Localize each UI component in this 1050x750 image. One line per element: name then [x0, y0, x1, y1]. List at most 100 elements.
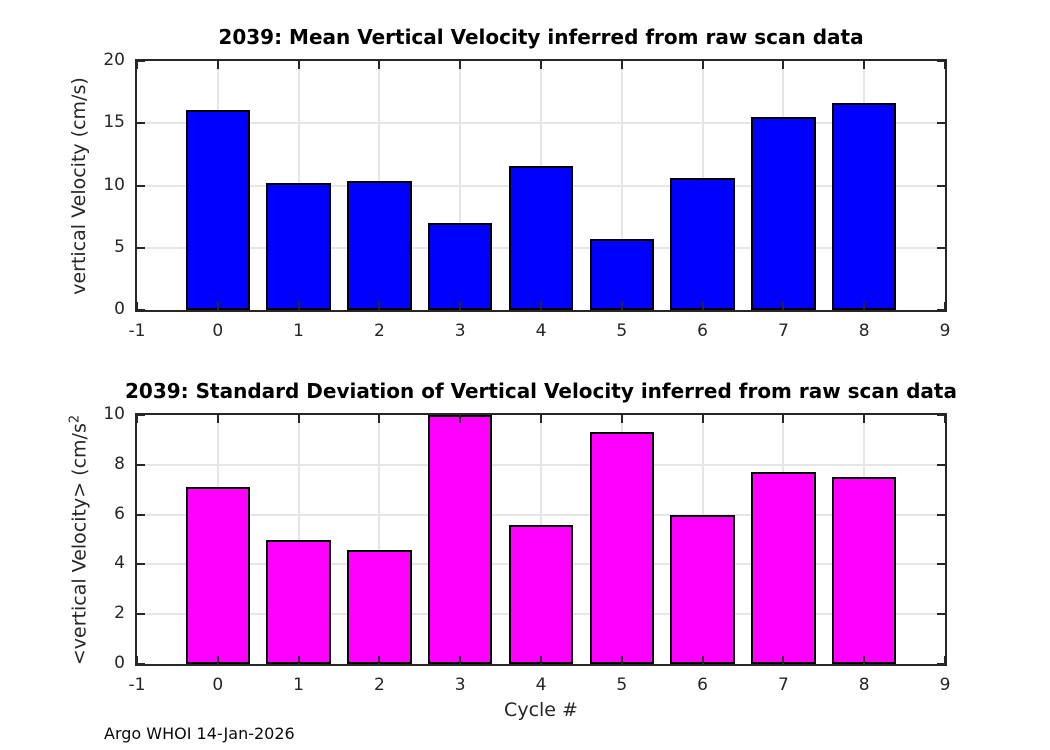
tickmark-y-left-2: [137, 613, 145, 616]
tickmark-x-bottom-0: [216, 302, 219, 310]
x-tick-label-6: 6: [697, 321, 709, 341]
tickmark-x-top-3: [459, 415, 462, 423]
tickmark-y-right-6: [937, 513, 945, 516]
y-tick-label-0: 0: [114, 653, 125, 673]
bar-cycle-1: [266, 183, 331, 310]
y-tick-label-20: 20: [103, 50, 125, 70]
bar-cycle-0: [185, 109, 251, 310]
tickmark-x-top-8: [863, 61, 866, 69]
y-tick-label-2: 2: [114, 603, 125, 624]
tickmark-y-left-10: [137, 415, 145, 416]
x-tick-label-9: 9: [939, 675, 951, 695]
x-axis-label: Cycle #: [504, 699, 578, 721]
gridline-y-6: [137, 513, 945, 516]
x-tick-label-5: 5: [616, 321, 628, 341]
bar-cycle-5: [589, 239, 655, 310]
bar-cycle-6: [670, 514, 735, 664]
tickmark-y-right-20: [937, 61, 945, 62]
tickmark-x-bottom-3: [459, 656, 462, 664]
tickmark-x-top-1: [297, 61, 300, 69]
x-tick-label-2: 2: [373, 321, 385, 341]
bar-cycle-8: [831, 103, 897, 310]
tickmark-y-left-20: [137, 61, 145, 62]
x-tick-label-4: 4: [535, 321, 547, 341]
tickmark-x-bottom--1: [137, 656, 138, 664]
tickmark-x-bottom-9: [944, 302, 945, 310]
tickmark-y-right-5: [937, 246, 945, 249]
tickmark-y-left-15: [137, 122, 145, 125]
tickmark-y-left-0: [137, 663, 145, 664]
tickmark-y-right-15: [937, 122, 945, 125]
tickmark-x-bottom-5: [620, 656, 623, 664]
chart-axes-0: [135, 59, 947, 312]
tickmark-y-right-8: [937, 463, 945, 466]
tickmark-y-right-0: [937, 663, 945, 664]
tickmark-x-top-0: [216, 61, 219, 69]
tickmark-x-top-0: [216, 415, 219, 423]
x-tick-label-5: 5: [616, 675, 628, 695]
chart-title-0: 2039: Mean Vertical Velocity inferred fr…: [218, 25, 864, 49]
y-tick-label-15: 15: [103, 112, 125, 133]
y-tick-label-0: 0: [114, 299, 125, 319]
y-axis-label-text: vertical Velocity (cm/s): [68, 76, 90, 295]
x-tick-label-7: 7: [777, 321, 789, 341]
tickmark-x-bottom--1: [137, 302, 138, 310]
bar-cycle-4: [508, 524, 574, 664]
tickmark-x-top-5: [620, 415, 623, 423]
bar-cycle-1: [266, 539, 331, 664]
bar-cycle-3: [427, 415, 493, 664]
y-tick-label-5: 5: [114, 236, 125, 257]
tickmark-x-top-7: [782, 415, 785, 423]
tickmark-x-top-6: [701, 61, 704, 69]
y-axis-label-superscript: 2: [67, 414, 83, 423]
tickmark-y-left-4: [137, 563, 145, 566]
tickmark-x-top--1: [137, 415, 138, 423]
y-tick-label-10: 10: [103, 404, 125, 424]
tickmark-x-top-4: [540, 415, 542, 423]
tickmark-x-bottom-5: [620, 302, 623, 310]
tickmark-y-left-6: [137, 513, 145, 516]
tickmark-x-bottom-8: [863, 656, 866, 664]
tickmark-x-bottom-4: [540, 656, 542, 664]
bar-cycle-5: [589, 432, 655, 664]
x-tick-label-4: 4: [535, 675, 547, 695]
x-tick-label-8: 8: [858, 675, 870, 695]
y-axis-label-1: <vertical Velocity> (cm/s2: [67, 414, 90, 664]
tickmark-x-top-3: [459, 61, 462, 69]
chart-axes-1: [135, 413, 947, 666]
tickmark-x-bottom-0: [216, 656, 219, 664]
x-tick-label-8: 8: [858, 321, 870, 341]
tickmark-x-bottom-4: [540, 302, 542, 310]
bar-cycle-3: [427, 222, 493, 310]
tickmark-x-top-6: [701, 415, 704, 423]
y-tick-label-6: 6: [114, 503, 125, 524]
tickmark-y-left-10: [137, 184, 145, 187]
gridline-y-15: [137, 122, 945, 125]
y-axis-label-text: <vertical Velocity> (cm/s: [68, 422, 91, 665]
x-tick-label-0: 0: [212, 321, 224, 341]
y-tick-label-8: 8: [114, 453, 125, 474]
bar-cycle-0: [185, 487, 251, 664]
bar-cycle-7: [751, 117, 816, 310]
x-tick-label-3: 3: [454, 321, 466, 341]
tickmark-x-bottom-7: [782, 302, 785, 310]
bar-cycle-6: [670, 178, 735, 310]
tickmark-x-bottom-9: [944, 656, 945, 664]
tickmark-x-top-4: [540, 61, 542, 69]
tickmark-y-left-0: [137, 309, 145, 310]
y-tick-label-10: 10: [103, 174, 125, 195]
x-tick-label-2: 2: [373, 675, 385, 695]
tickmark-y-right-0: [937, 309, 945, 310]
x-tick-label--1: -1: [128, 675, 146, 695]
bar-cycle-4: [508, 165, 574, 310]
x-tick-label-9: 9: [939, 321, 951, 341]
tickmark-x-bottom-6: [701, 302, 704, 310]
tickmark-x-bottom-2: [378, 656, 381, 664]
bar-cycle-2: [347, 180, 412, 310]
x-tick-label-0: 0: [212, 675, 224, 695]
chart-title-1: 2039: Standard Deviation of Vertical Vel…: [125, 379, 957, 403]
tickmark-x-top-2: [378, 415, 381, 423]
tickmark-x-top--1: [137, 61, 138, 69]
gridline-y-8: [137, 463, 945, 466]
